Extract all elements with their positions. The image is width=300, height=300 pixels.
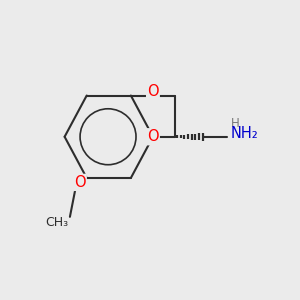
Text: O: O (74, 175, 86, 190)
Text: O: O (147, 84, 159, 99)
Text: NH₂: NH₂ (231, 126, 259, 141)
Text: O: O (147, 129, 159, 144)
Text: H: H (231, 117, 240, 130)
Text: CH₃: CH₃ (45, 216, 68, 229)
